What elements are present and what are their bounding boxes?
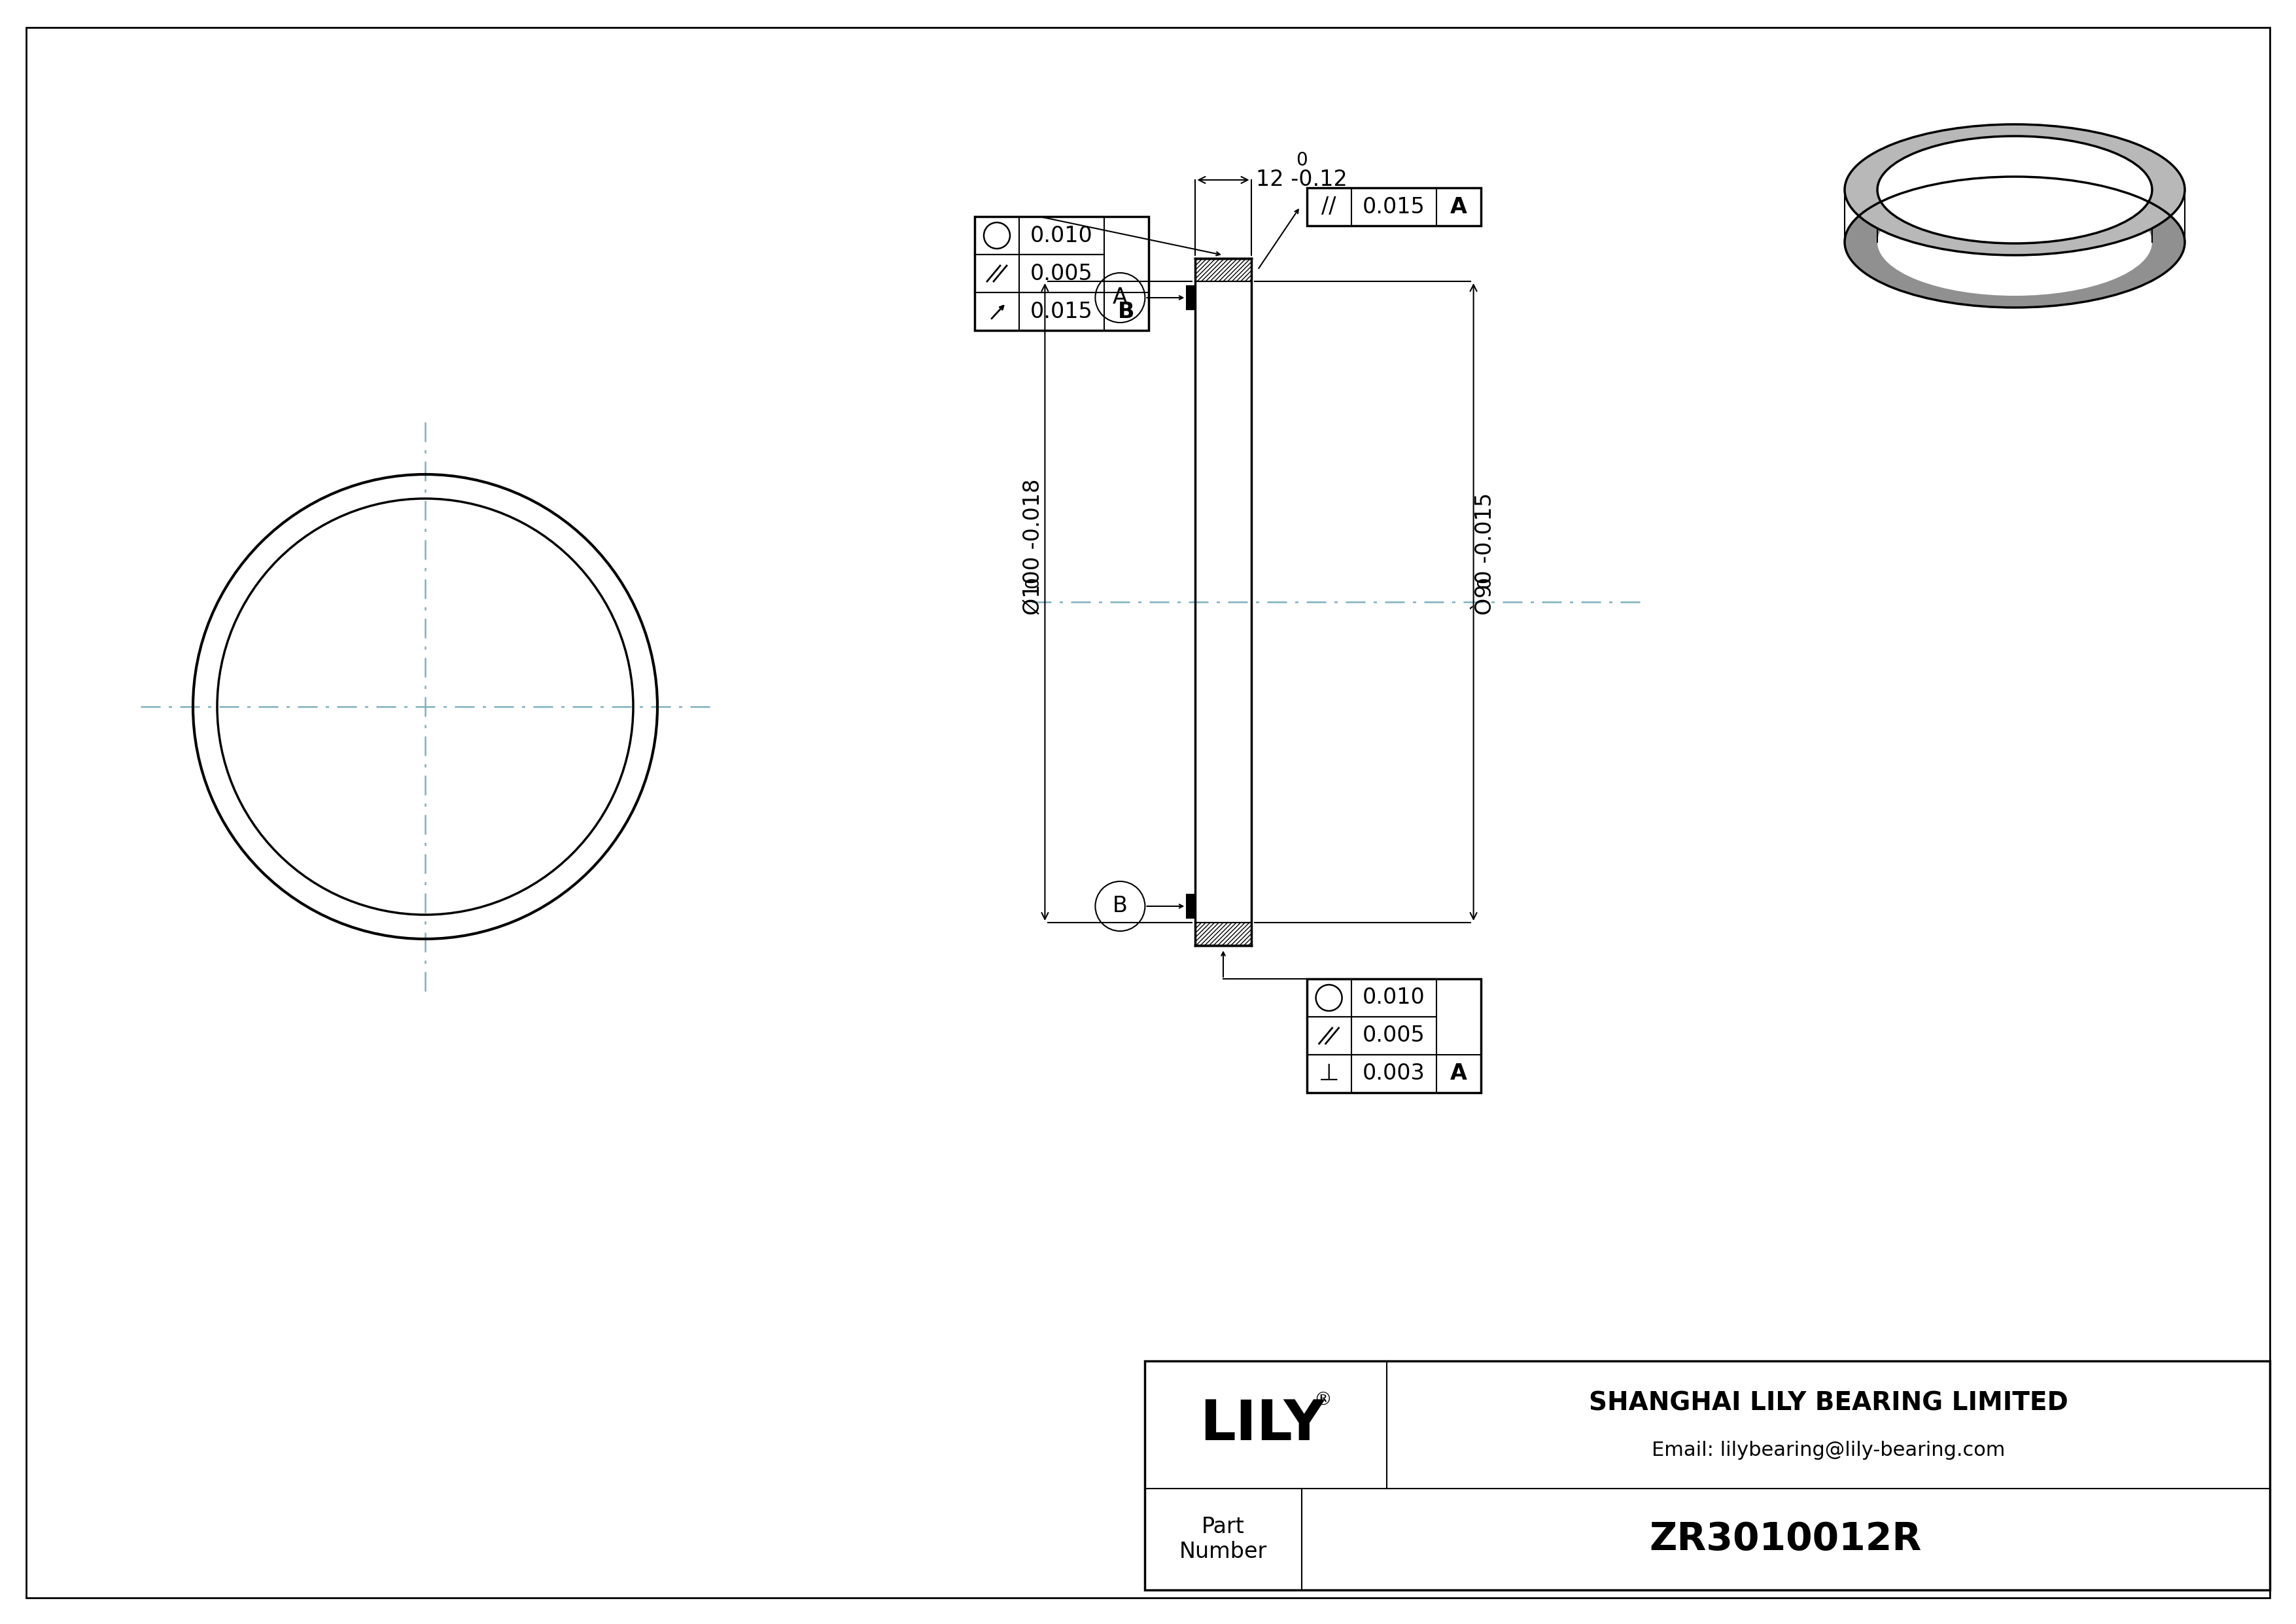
Bar: [1306, 1054, 1481, 1093]
Text: 0.005: 0.005: [1362, 1025, 1426, 1046]
Text: A: A: [1451, 197, 1467, 218]
Bar: [976, 255, 1104, 292]
Bar: [1187, 286, 1196, 310]
Text: 12 -0.12: 12 -0.12: [1256, 169, 1348, 190]
Text: A: A: [1114, 287, 1127, 309]
Text: 0.003: 0.003: [1362, 1064, 1426, 1085]
Bar: [1196, 258, 1251, 281]
Text: B: B: [1118, 300, 1134, 322]
Bar: [1187, 893, 1196, 919]
Text: 0.010: 0.010: [1362, 987, 1426, 1009]
Text: 0: 0: [1024, 577, 1042, 588]
Text: ⊥: ⊥: [1318, 1062, 1339, 1085]
Text: Part
Number: Part Number: [1180, 1515, 1267, 1562]
Bar: [1306, 979, 1437, 1017]
Bar: [976, 216, 1148, 330]
Text: B: B: [1114, 895, 1127, 918]
Text: 0.015: 0.015: [1362, 197, 1426, 218]
Text: Ò90 -0.015: Ò90 -0.015: [1474, 492, 1497, 615]
Text: A: A: [1451, 1064, 1467, 1085]
Text: SHANGHAI LILY BEARING LIMITED: SHANGHAI LILY BEARING LIMITED: [1589, 1390, 2069, 1416]
Ellipse shape: [1844, 125, 2186, 255]
Text: ®: ®: [1313, 1390, 1332, 1410]
Text: ZR3010012R: ZR3010012R: [1649, 1520, 1922, 1557]
Text: 0: 0: [1476, 577, 1495, 588]
Bar: [1306, 1017, 1437, 1054]
Ellipse shape: [1844, 177, 2186, 307]
Text: //: //: [1322, 197, 1336, 218]
Text: 0: 0: [1295, 151, 1306, 169]
Bar: [1306, 979, 1481, 1093]
Ellipse shape: [1878, 188, 2151, 296]
Bar: [976, 216, 1104, 255]
Text: 0.010: 0.010: [1031, 224, 1093, 247]
Bar: [1146, 1361, 2271, 1590]
Text: Ø100 -0.018: Ø100 -0.018: [1022, 479, 1045, 615]
Text: 0.015: 0.015: [1031, 300, 1093, 322]
Ellipse shape: [1878, 136, 2151, 244]
Text: Email: lilybearing@lily-bearing.com: Email: lilybearing@lily-bearing.com: [1651, 1440, 2004, 1460]
Bar: [1306, 188, 1481, 226]
Bar: [1196, 922, 1251, 945]
Text: 0.005: 0.005: [1031, 263, 1093, 284]
Text: LILY: LILY: [1201, 1398, 1325, 1452]
Bar: [976, 292, 1148, 330]
